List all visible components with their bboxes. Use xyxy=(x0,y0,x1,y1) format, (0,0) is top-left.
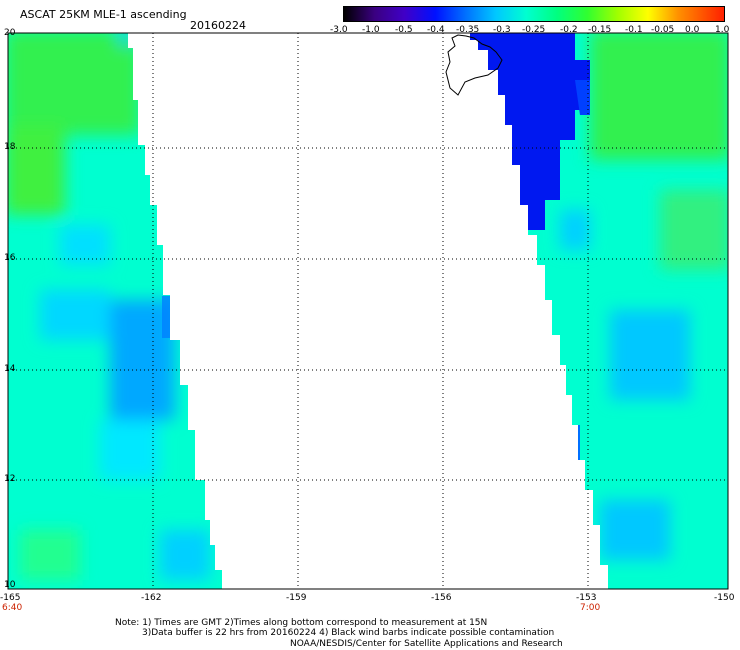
y-tick-label: 12 xyxy=(4,474,16,484)
right-swath xyxy=(470,33,728,589)
colorbar-label: -0.2 xyxy=(560,25,578,35)
colorbar-label: -0.25 xyxy=(522,25,546,35)
y-tick-label: 16 xyxy=(4,253,16,263)
x-tick-label: -156 xyxy=(431,593,452,603)
footer-note-1: Note: 1) Times are GMT 2)Times along bot… xyxy=(115,618,488,628)
colorbar-label: -0.1 xyxy=(625,25,643,35)
x-tick-label: -162 xyxy=(141,593,162,603)
island-outline xyxy=(445,34,503,96)
colorbar-label: -0.4 xyxy=(427,25,445,35)
colorbar-label: 1.0 xyxy=(715,25,730,35)
y-tick-label: 14 xyxy=(4,364,16,374)
y-tick-label: 20 xyxy=(4,28,16,38)
product-title: ASCAT 25KM MLE-1 ascending xyxy=(20,8,187,21)
colorbar xyxy=(343,6,725,22)
grid xyxy=(8,33,728,589)
y-tick-label: 10 xyxy=(4,580,16,590)
colorbar-label: -0.3 xyxy=(493,25,511,35)
colorbar-label: -0.5 xyxy=(395,25,413,35)
colorbar-labels: -3.0 -1.0 -0.5 -0.4 -0.35 -0.3 -0.25 -0.… xyxy=(330,25,735,37)
y-tick-label: 18 xyxy=(4,142,16,152)
product-date: 20160224 xyxy=(190,19,246,32)
x-tick-label: -165 xyxy=(0,593,21,603)
colorbar-label: -0.15 xyxy=(588,25,612,35)
colorbar-label: -0.35 xyxy=(456,25,480,35)
footer-note-2: 3)Data buffer is 22 hrs from 20160224 4)… xyxy=(142,628,555,638)
colorbar-label: -1.0 xyxy=(362,25,380,35)
colorbar-label: 0.0 xyxy=(685,25,700,35)
colorbar-label: -0.05 xyxy=(651,25,675,35)
footer-note-3: NOAA/NESDIS/Center for Satellite Applica… xyxy=(290,639,563,649)
plot-frame xyxy=(7,32,729,590)
x-tick-label: -159 xyxy=(286,593,307,603)
time-label: 7:00 xyxy=(580,603,601,613)
colorbar-label: -3.0 xyxy=(330,25,348,35)
x-tick-label: -153 xyxy=(576,593,597,603)
time-label: 6:40 xyxy=(2,603,23,613)
x-tick-label: -150 xyxy=(714,593,735,603)
left-swath xyxy=(8,33,222,589)
